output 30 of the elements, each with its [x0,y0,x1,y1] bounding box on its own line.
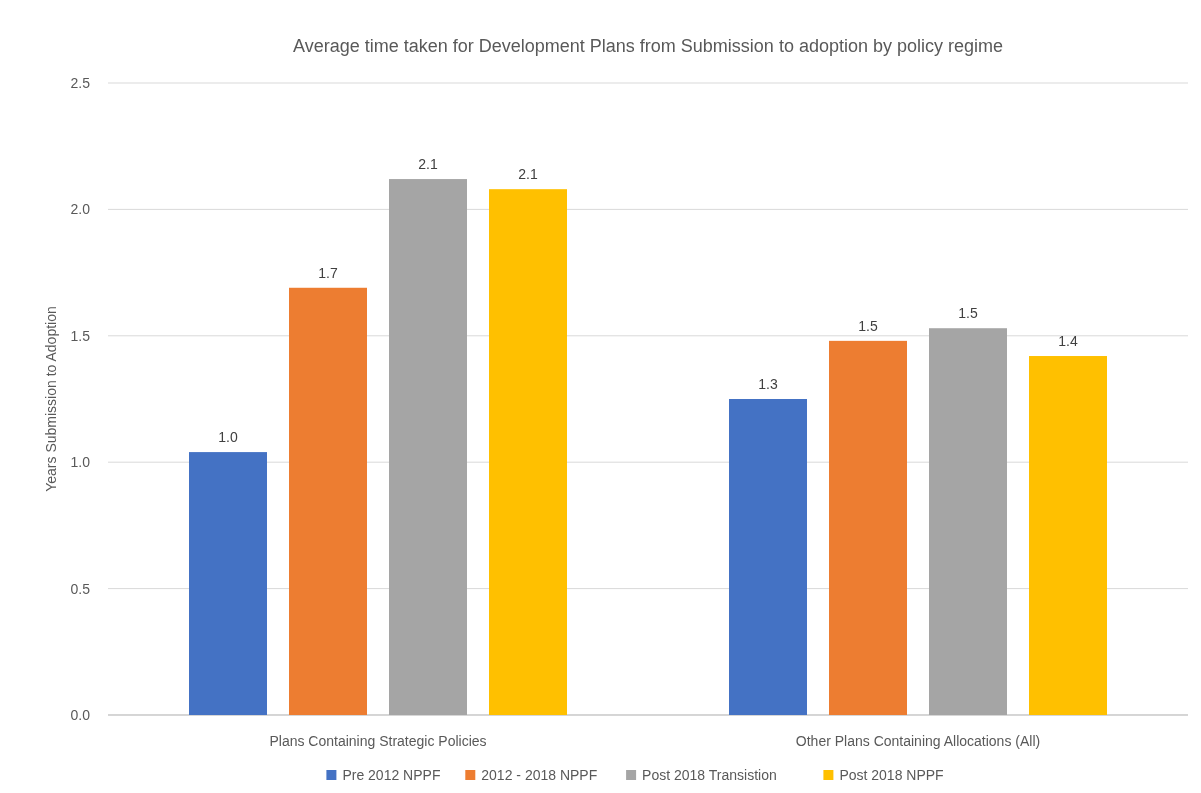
legend-label: Pre 2012 NPPF [342,767,441,783]
legend-label: 2012 - 2018 NPPF [481,767,598,783]
y-tick-label: 0.0 [70,707,91,723]
y-tick-label: 2.5 [70,75,91,91]
data-label: 1.0 [218,429,238,446]
data-label: 1.7 [318,264,338,281]
bar [729,399,807,715]
bar [929,328,1007,715]
data-label: 1.4 [1058,333,1078,350]
y-tick-label: 0.5 [70,580,91,597]
legend-label: Post 2018 Transistion [642,767,777,783]
y-axis-title: Years Submission to Adoption [43,306,59,492]
bar [489,189,567,715]
bar [189,452,267,715]
x-tick-label: Other Plans Containing Allocations (All) [795,733,1041,749]
y-tick-label: 2.0 [70,201,91,218]
data-label: 1.5 [858,317,878,334]
chart-title: Average time taken for Development Plans from Submission to adoption by policy regime [292,36,1004,56]
y-tick-label: 1.0 [70,454,91,471]
bar [289,287,367,715]
x-tick-label: Plans Containing Strategic Policies [269,733,487,749]
data-label: 2.1 [418,156,438,173]
data-label: 2.1 [518,166,538,183]
data-label: 1.5 [958,305,978,322]
bar [829,340,907,715]
legend-label: Post 2018 NPPF [839,767,944,783]
bar [389,179,467,715]
data-label: 1.3 [758,376,778,392]
y-tick-label: 1.5 [70,327,91,344]
bar [1029,356,1107,715]
